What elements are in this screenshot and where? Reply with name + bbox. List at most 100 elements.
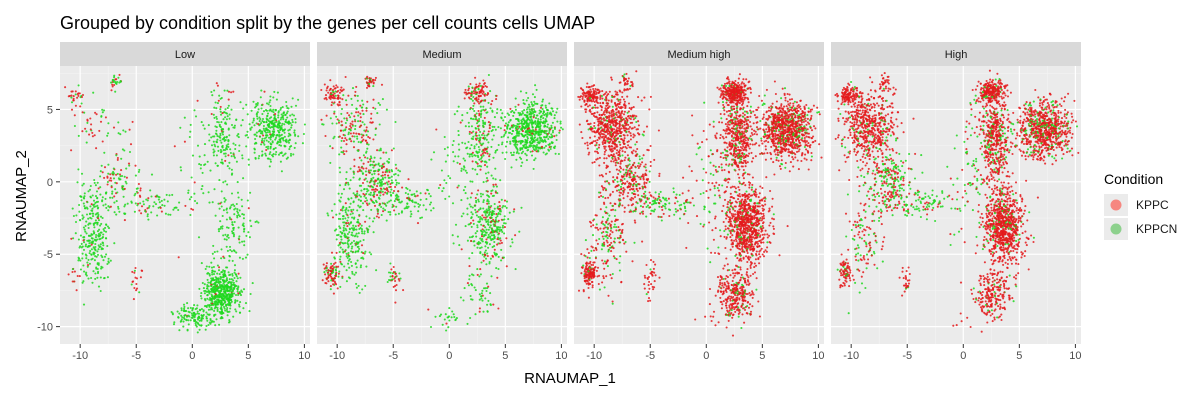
point-kppcn — [233, 155, 236, 158]
point-kppcn — [475, 122, 479, 125]
point-kppcn — [340, 139, 343, 142]
point-kppcn — [491, 128, 494, 132]
point-kppc — [757, 106, 760, 109]
point-kppcn — [89, 212, 92, 215]
point-kppcn — [377, 162, 380, 165]
point-kppcn — [481, 299, 484, 302]
point-kppcn — [494, 151, 497, 154]
point-kppcn — [541, 121, 544, 124]
point-kppc — [476, 100, 480, 103]
point-kppcn — [355, 232, 358, 235]
point-kppcn — [389, 199, 392, 202]
point-kppc — [747, 138, 750, 142]
point-kppcn — [207, 308, 210, 311]
point-kppcn — [268, 101, 271, 104]
point-kppcn — [369, 164, 372, 167]
point-kppcn — [488, 262, 491, 265]
point-kppcn — [187, 323, 190, 326]
point-kppcn — [247, 136, 250, 139]
point-kppcn — [283, 145, 286, 148]
point-kppcn — [233, 301, 237, 304]
point-kppcn — [342, 242, 345, 245]
point-kppcn — [385, 181, 388, 184]
point-kppcn — [474, 204, 477, 207]
point-kppcn — [544, 118, 547, 121]
point-kppc — [478, 310, 481, 313]
point-kppcn — [256, 111, 259, 114]
point-kppcn — [213, 314, 216, 317]
point-kppcn — [386, 192, 389, 195]
point-kppc — [103, 166, 107, 169]
point-kppcn — [533, 130, 536, 133]
point-kppcn — [406, 202, 409, 205]
point-kppcn — [200, 297, 203, 300]
point-kppcn — [334, 94, 337, 97]
point-kppc — [353, 94, 356, 97]
point-kppcn — [470, 98, 473, 101]
point-kppcn — [107, 122, 110, 125]
point-kppcn — [495, 253, 499, 256]
point-kppcn — [96, 181, 99, 184]
point-kppc — [370, 199, 373, 202]
point-kppcn — [101, 242, 105, 245]
point-kppcn — [507, 218, 510, 221]
point-kppcn — [464, 225, 467, 228]
point-kppcn — [470, 144, 473, 147]
point-kppcn — [187, 307, 190, 310]
point-kppcn — [210, 304, 213, 307]
point-kppcn — [489, 107, 492, 110]
point-kppcn — [95, 201, 98, 204]
point-kppc — [372, 188, 375, 191]
point-kppc — [744, 142, 747, 145]
point-kppcn — [775, 156, 778, 159]
point-kppcn — [553, 127, 557, 131]
point-kppc — [487, 130, 490, 133]
point-kppcn — [291, 113, 294, 116]
point-kppcn — [470, 125, 473, 128]
point-kppcn — [81, 257, 84, 260]
point-kppcn — [242, 222, 245, 225]
point-kppcn — [490, 174, 493, 177]
point-kppcn — [251, 282, 254, 285]
point-kppcn — [493, 245, 496, 248]
point-kppcn — [178, 312, 181, 315]
point-kppc — [394, 301, 397, 304]
point-kppcn — [233, 271, 236, 274]
point-kppcn — [219, 113, 223, 116]
point-kppc — [109, 173, 112, 176]
point-kppcn — [502, 204, 505, 208]
point-kppcn — [482, 207, 485, 210]
point-kppcn — [121, 185, 124, 188]
point-kppcn — [362, 103, 365, 106]
point-kppcn — [475, 235, 478, 238]
point-kppc — [753, 114, 756, 117]
point-kppcn — [469, 294, 472, 298]
point-kppcn — [554, 152, 557, 155]
point-kppcn — [352, 208, 355, 211]
point-kppcn — [137, 170, 140, 173]
point-kppcn — [542, 151, 545, 154]
point-kppcn — [356, 250, 360, 253]
point-kppcn — [146, 215, 149, 218]
point-kppcn — [464, 192, 467, 195]
point-kppc — [366, 75, 369, 78]
point-kppcn — [99, 224, 102, 227]
point-kppcn — [232, 226, 235, 229]
point-kppcn — [345, 252, 348, 255]
point-kppcn — [294, 117, 297, 121]
point-kppc — [332, 292, 335, 295]
point-kppc — [329, 274, 332, 277]
point-kppc — [475, 83, 478, 86]
point-kppcn — [340, 192, 343, 195]
point-kppcn — [371, 163, 374, 166]
point-kppcn — [214, 125, 217, 128]
point-kppcn — [363, 187, 366, 191]
point-kppcn — [488, 243, 491, 246]
point-kppcn — [373, 182, 376, 185]
point-kppc — [112, 126, 116, 129]
point-kppcn — [341, 217, 345, 220]
point-kppcn — [474, 89, 477, 92]
point-kppcn — [488, 153, 491, 156]
point-kppcn — [228, 167, 231, 170]
point-kppcn — [239, 101, 242, 104]
